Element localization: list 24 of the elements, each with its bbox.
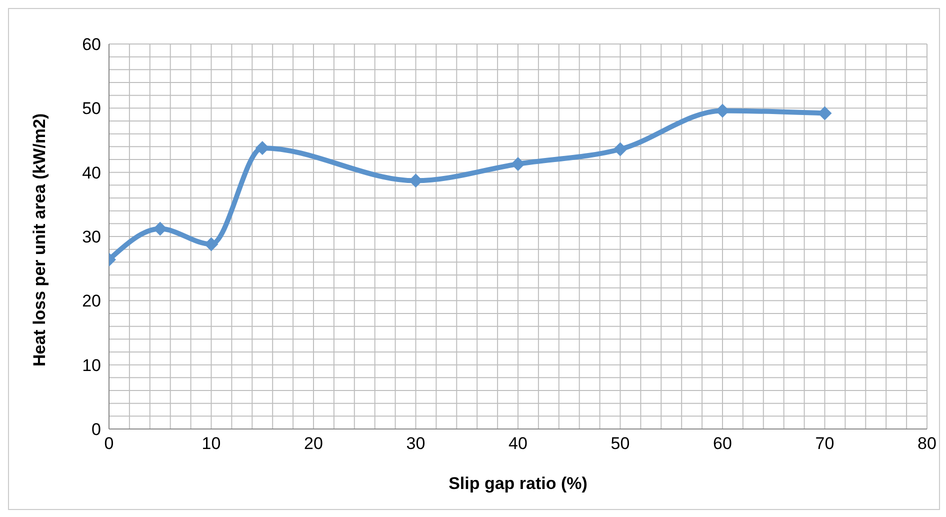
y-tick-label: 50: [82, 99, 101, 118]
y-tick-label: 30: [82, 228, 101, 247]
x-tick-label: 30: [406, 434, 426, 454]
point: [153, 222, 168, 236]
x-tick-label: 0: [104, 434, 114, 454]
y-tick-label: 40: [82, 163, 101, 182]
x-tick-label: 50: [610, 434, 630, 454]
point: [204, 237, 218, 252]
x-tick-label: 70: [815, 434, 834, 454]
point: [613, 142, 628, 156]
x-tick-label: 10: [202, 434, 221, 454]
y-axis-title: Heat loss per unit area (kW/m2): [30, 113, 50, 366]
y-tick-label: 10: [82, 356, 101, 375]
y-tick-label: 60: [82, 35, 101, 54]
x-tick-label: 40: [508, 434, 528, 454]
x-axis-title: Slip gap ratio (%): [448, 474, 588, 493]
x-tick-label: 20: [304, 434, 323, 454]
x-tick-label: 60: [713, 434, 732, 454]
point: [255, 140, 270, 155]
y-tick-label: 0: [92, 420, 101, 440]
point: [716, 104, 730, 118]
point: [511, 156, 525, 171]
y-tick-label: 20: [82, 292, 101, 311]
x-tick-label: 80: [918, 434, 936, 454]
